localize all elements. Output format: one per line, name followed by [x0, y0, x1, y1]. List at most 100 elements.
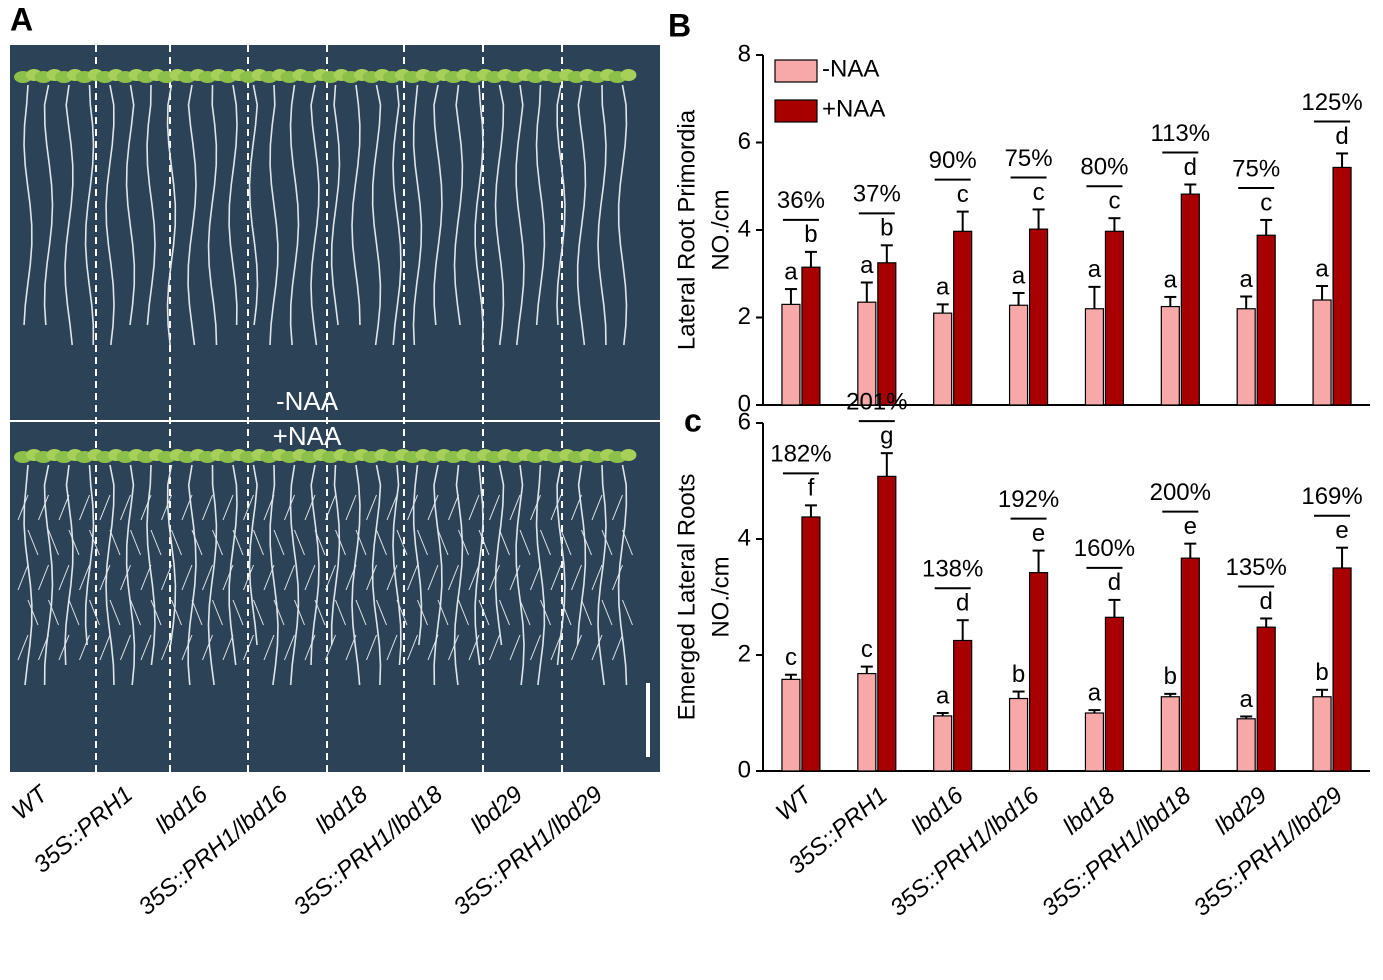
lateral-root — [140, 564, 152, 591]
lateral-root — [253, 529, 264, 556]
lateral-root — [396, 599, 408, 626]
bar — [857, 672, 877, 772]
panel-label: A — [10, 1, 33, 37]
root — [597, 464, 607, 686]
bar — [1236, 718, 1256, 772]
lateral-root — [581, 599, 592, 626]
bar — [1008, 697, 1029, 772]
lateral-root — [38, 564, 49, 591]
lateral-root — [335, 599, 346, 626]
bar — [857, 301, 877, 406]
bar — [933, 312, 953, 406]
root — [412, 84, 423, 346]
increase-label: 113% — [1151, 120, 1211, 147]
lateral-root — [284, 634, 295, 661]
legend-label: -NAA — [822, 55, 879, 82]
lateral-root — [304, 564, 316, 591]
significance-letter: d — [1260, 588, 1273, 615]
increase-label: 37% — [853, 181, 901, 208]
bar — [877, 262, 897, 406]
y-tick-label: 4 — [738, 524, 751, 551]
lateral-root — [519, 599, 531, 626]
lateral-root — [161, 634, 172, 661]
lateral-root — [407, 634, 418, 661]
root — [330, 84, 341, 326]
x-tick-label: lbd29 — [1210, 782, 1272, 840]
bar — [1084, 712, 1105, 772]
bar — [877, 475, 897, 772]
x-tick-label: lbd18 — [311, 780, 374, 839]
y-tick-label: 4 — [738, 215, 751, 242]
significance-letter: a — [784, 258, 798, 285]
lateral-root — [622, 599, 633, 626]
lateral-root — [284, 564, 295, 591]
significance-letter: d — [956, 590, 969, 617]
root — [556, 84, 566, 326]
bar — [1256, 626, 1276, 772]
increase-label: 75% — [1005, 145, 1053, 172]
root — [556, 464, 566, 666]
lateral-root — [601, 529, 613, 556]
root — [84, 464, 95, 646]
root — [146, 84, 156, 326]
root — [289, 464, 300, 686]
bar — [781, 678, 801, 772]
lateral-root — [325, 564, 336, 591]
root — [617, 464, 628, 686]
increase-label: 182% — [770, 441, 831, 468]
root — [166, 84, 177, 346]
lateral-root — [17, 494, 29, 521]
bar — [1332, 166, 1352, 406]
lateral-root — [99, 494, 111, 521]
lateral-root — [212, 529, 223, 556]
lateral-root — [120, 634, 131, 661]
root — [105, 84, 115, 346]
root — [433, 84, 443, 326]
significance-letter: a — [936, 274, 950, 301]
lateral-root — [550, 634, 562, 661]
x-tick-label: lbd29 — [466, 781, 528, 839]
lateral-root — [417, 599, 428, 626]
lateral-root — [427, 494, 439, 521]
root — [228, 84, 238, 326]
root — [289, 84, 300, 346]
root — [125, 464, 136, 686]
lateral-root — [530, 634, 541, 661]
lateral-root — [427, 564, 439, 591]
increase-label: 192% — [998, 486, 1059, 513]
root — [474, 464, 484, 666]
significance-letter: a — [1088, 256, 1102, 283]
x-tick-label: lbd16 — [151, 780, 214, 839]
lateral-root — [89, 529, 100, 556]
bar — [1180, 193, 1200, 406]
root — [351, 464, 361, 686]
root — [576, 464, 587, 646]
root — [43, 84, 54, 326]
lateral-root — [448, 494, 459, 521]
increase-label: 169% — [1301, 483, 1362, 510]
lateral-root — [109, 599, 121, 626]
increase-label: 90% — [929, 147, 977, 174]
lateral-root — [79, 564, 90, 591]
lateral-root — [335, 529, 346, 556]
lateral-root — [396, 529, 408, 556]
y-axis-label: Emerged Lateral Roots — [673, 474, 700, 721]
bar — [1160, 305, 1180, 406]
lateral-root — [376, 529, 387, 556]
lateral-root — [540, 599, 551, 626]
bar — [1236, 308, 1256, 406]
root — [351, 84, 361, 326]
root — [248, 84, 259, 326]
y-tick-label: 8 — [738, 40, 751, 67]
lateral-root — [79, 634, 90, 661]
lateral-root — [212, 599, 223, 626]
lateral-root — [263, 634, 275, 661]
lateral-root — [612, 494, 623, 521]
significance-letter: c — [1033, 179, 1045, 206]
bar — [801, 516, 821, 772]
root — [310, 464, 320, 666]
lateral-root — [478, 529, 490, 556]
significance-letter: e — [1335, 517, 1348, 544]
y-tick-label: 6 — [738, 128, 751, 155]
